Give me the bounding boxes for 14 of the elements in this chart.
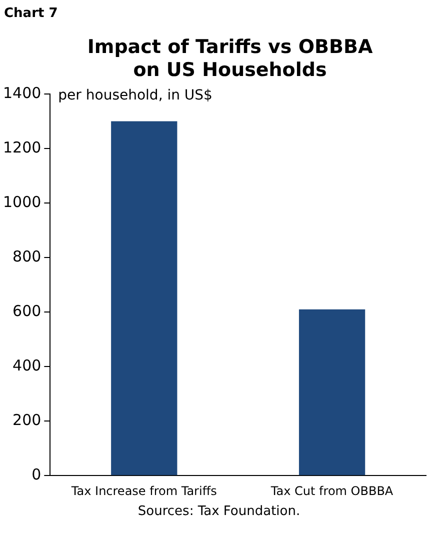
y-tick-label: 1400 bbox=[2, 84, 42, 102]
y-tick-label: 1200 bbox=[2, 138, 42, 156]
caption: Chart 7 bbox=[3, 5, 59, 23]
x-tick-label: Tax Increase from Tariffs bbox=[70, 484, 217, 498]
y-tick-label: 0 bbox=[32, 465, 42, 484]
source-note: Sources: Tax Foundation. bbox=[136, 504, 302, 519]
y-tick-label: 1000 bbox=[2, 192, 42, 211]
y-tick-label: 600 bbox=[12, 302, 42, 320]
y-tick-label: 400 bbox=[12, 356, 42, 374]
y-tick-label: 800 bbox=[12, 247, 42, 266]
x-tick-label: Tax Cut from OBBBA bbox=[270, 484, 394, 498]
y-tick-label: 200 bbox=[12, 410, 42, 429]
y-axis-title: per household, in US$ bbox=[58, 88, 212, 104]
chart-title: Impact of Tariffs vs OBBBA on US Households bbox=[86, 36, 374, 82]
